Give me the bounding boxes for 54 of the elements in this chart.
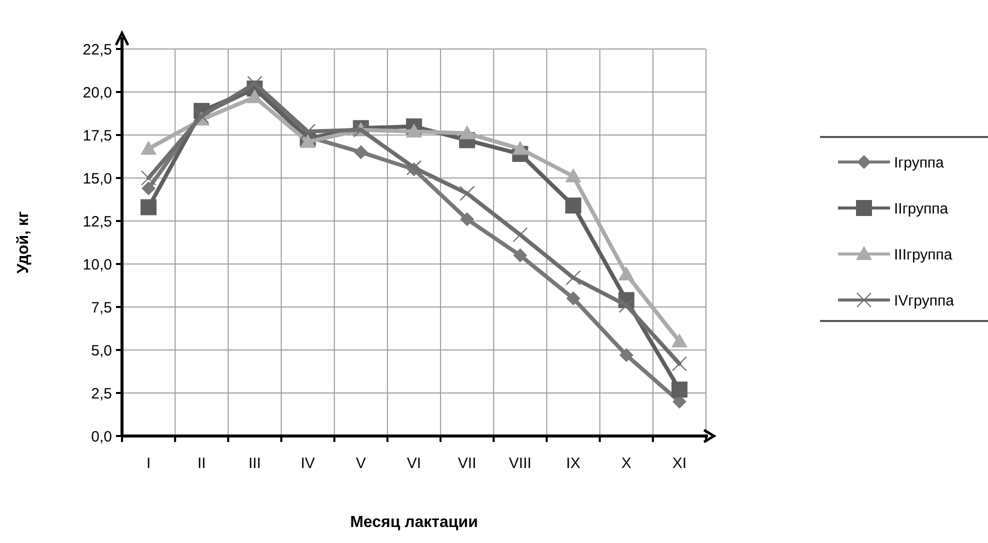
- legend-label: IIIгруппа: [894, 246, 953, 264]
- point: [566, 291, 580, 306]
- point: [671, 382, 688, 398]
- point: [565, 168, 582, 182]
- y-tick-label: 20,0: [82, 84, 112, 102]
- x-tick-label: II: [197, 455, 206, 472]
- x-tick-label: IX: [566, 455, 580, 472]
- point: [300, 134, 316, 148]
- point: [300, 124, 316, 140]
- x-tick-label: XI: [672, 455, 687, 472]
- x-tick-label: VI: [406, 455, 422, 472]
- y-tick-label: 5,0: [91, 342, 112, 360]
- y-tick-label: 0,0: [91, 428, 112, 446]
- y-tick-label: 10,0: [82, 256, 112, 274]
- point: [140, 140, 157, 155]
- legend-label: IVгруппа: [894, 292, 955, 310]
- x-tick-label: III: [248, 455, 261, 472]
- x-tick-label: V: [356, 455, 366, 472]
- point: [619, 348, 634, 362]
- point: [194, 108, 210, 124]
- point: [672, 356, 688, 372]
- y-tick-label: 17,5: [82, 127, 112, 144]
- x-tick-label: VII: [458, 455, 476, 472]
- point: [460, 212, 474, 226]
- point: [618, 298, 634, 313]
- point: [459, 186, 475, 202]
- x-tick-label: IV: [300, 455, 315, 472]
- point: [512, 140, 528, 155]
- point: [246, 89, 263, 104]
- point: [513, 248, 528, 262]
- x-tick-label: VIII: [508, 455, 532, 472]
- point: [140, 170, 156, 186]
- point: [566, 270, 581, 286]
- x-axis-title: Месяц лактации: [350, 514, 478, 531]
- point: [140, 199, 157, 216]
- y-tick-label: 7,5: [91, 299, 112, 316]
- x-tick-label: I: [146, 455, 151, 472]
- point: [142, 181, 156, 196]
- point: [354, 145, 368, 160]
- point: [671, 333, 688, 348]
- point: [247, 76, 262, 91]
- y-tick-label: 12,5: [82, 213, 112, 230]
- point: [512, 227, 528, 242]
- y-tick-label: 2,5: [91, 385, 112, 402]
- point: [565, 198, 582, 214]
- y-axis-title: Удой, кг: [15, 211, 32, 274]
- y-tick-label: 15,0: [82, 170, 112, 188]
- point: [618, 266, 634, 280]
- legend-label: Iгруппа: [894, 154, 945, 172]
- point: [406, 124, 422, 138]
- legend-label: IIгруппа: [894, 200, 949, 218]
- x-tick-label: X: [621, 455, 632, 472]
- y-tick-label: 22,5: [82, 41, 112, 58]
- point: [459, 125, 476, 140]
